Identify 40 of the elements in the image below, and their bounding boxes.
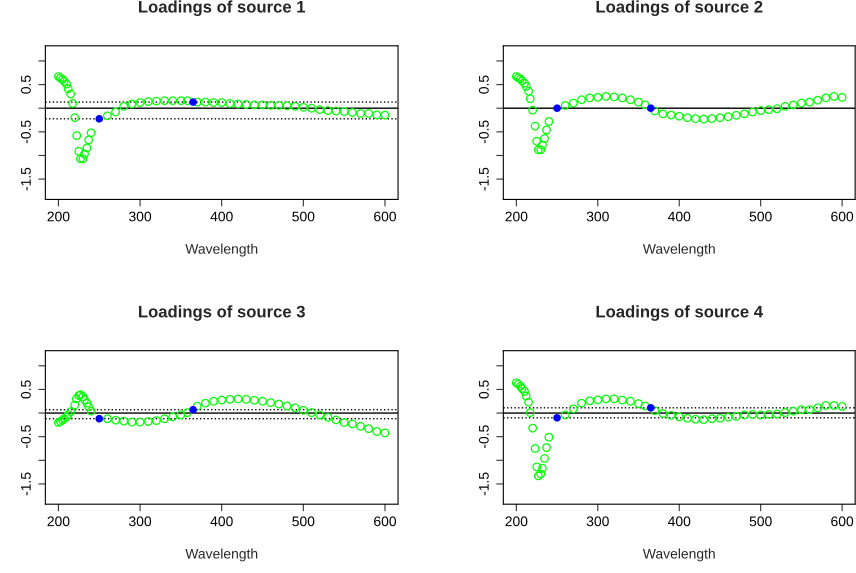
x-tick-label: 600 [831,516,854,526]
x-tick-label: 500 [292,212,314,222]
x-tick-label: 400 [210,212,233,222]
y-tick-label: -0.5 [478,120,489,144]
x-tick-label: 400 [668,212,690,222]
x-axis-title: Wavelength [185,548,258,562]
x-tick-label: 300 [586,516,609,526]
chart-title: Loadings of source 4 [596,305,763,321]
x-tick-label: 600 [831,212,854,222]
x-tick-label: 500 [292,516,314,526]
chart-title: Loadings of source 2 [596,0,762,16]
y-tick-label: 0.5 [478,380,489,399]
x-tick-label: 500 [750,212,772,222]
y-tick-label: -1.5 [479,472,489,496]
chart-title: Loadings of source 3 [139,305,305,321]
x-axis-title: Wavelength [185,244,258,257]
x-tick-label: 600 [374,212,396,222]
y-tick-label: -0.5 [20,120,31,144]
x-tick-label: 500 [750,516,772,526]
y-tick-label: -0.5 [478,425,489,448]
x-tick-label: 200 [505,516,528,526]
x-tick-label: 400 [210,516,233,526]
x-tick-label: 200 [48,516,70,526]
y-tick-label: -1.5 [21,472,31,496]
x-axis-title: Wavelength [642,244,715,257]
x-tick-label: 300 [586,212,609,222]
chart-title: Loadings of source 1 [139,0,306,16]
x-tick-label: 400 [668,516,690,526]
x-tick-label: 600 [374,516,396,526]
x-tick-label: 200 [505,212,528,222]
x-tick-label: 300 [129,516,152,526]
y-tick-label: -1.5 [21,168,31,190]
x-tick-label: 300 [129,212,152,222]
x-axis-title: Wavelength [642,548,715,562]
y-tick-label: -1.5 [479,168,489,190]
y-tick-label: 0.5 [478,76,489,94]
y-tick-label: -0.5 [20,425,31,448]
y-tick-label: 0.5 [20,380,31,399]
y-tick-label: 0.5 [20,76,31,94]
x-tick-label: 200 [48,212,70,222]
